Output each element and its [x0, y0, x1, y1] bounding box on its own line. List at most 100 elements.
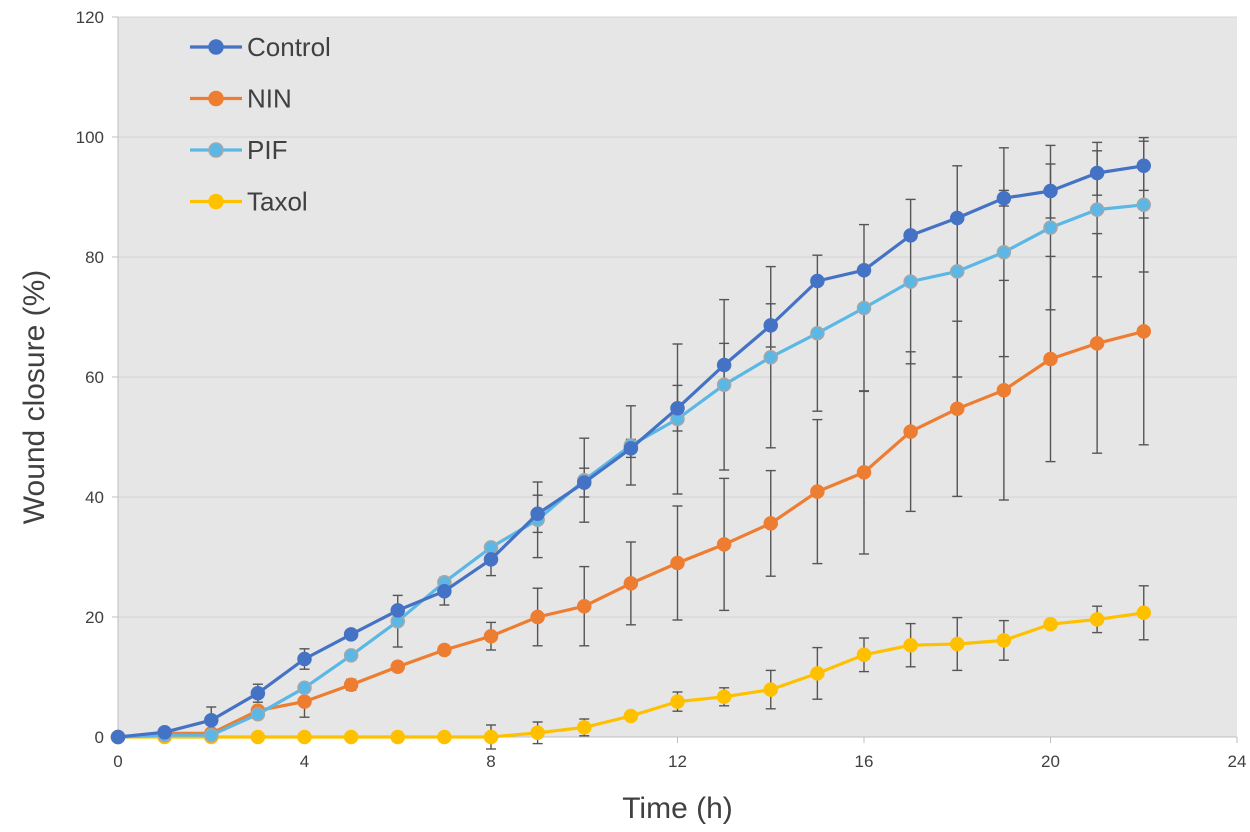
data-point-nin: [623, 576, 639, 591]
data-point-pif: [1136, 197, 1151, 213]
data-point-pif: [716, 377, 732, 393]
data-point-nin: [297, 694, 312, 709]
legend-marker-taxol: [208, 193, 224, 210]
data-point-nin: [810, 484, 825, 499]
y-tick-label: 100: [76, 128, 104, 147]
data-point-control: [390, 603, 405, 618]
data-point-control: [670, 400, 685, 416]
data-point-nin: [483, 628, 499, 644]
legend-marker-nin: [208, 90, 224, 107]
data-point-control: [856, 262, 872, 278]
data-point-pif: [483, 540, 499, 555]
data-point-pif: [297, 680, 312, 696]
y-ticks: 0 20 40 60 80 100 120: [76, 8, 118, 747]
data-point-control: [297, 651, 312, 667]
x-tick-label: 4: [300, 752, 309, 771]
data-point-taxol: [903, 637, 918, 653]
data-point-pif: [950, 264, 965, 279]
data-point-taxol: [250, 729, 266, 745]
x-tick-label: 20: [1041, 752, 1060, 771]
legend-label-control: Control: [247, 32, 331, 62]
x-axis-title: Time (h): [622, 792, 733, 825]
data-point-control: [1089, 165, 1105, 181]
data-point-nin: [996, 382, 1012, 398]
legend-label-pif: PIF: [247, 135, 287, 165]
data-point-control: [437, 583, 452, 599]
data-point-control: [250, 685, 266, 701]
data-point-control: [204, 712, 219, 728]
data-point-control: [530, 506, 545, 522]
data-point-taxol: [950, 636, 965, 652]
data-point-control: [623, 441, 639, 456]
data-point-taxol: [1136, 605, 1151, 621]
data-point-pif: [204, 727, 219, 743]
y-axis-title: Wound closure (%): [18, 270, 51, 525]
x-tick-label: 8: [486, 752, 495, 771]
legend-label-taxol: Taxol: [247, 187, 308, 217]
data-point-control: [716, 357, 732, 373]
data-point-taxol: [670, 694, 685, 709]
data-point-nin: [1043, 351, 1058, 367]
y-tick-label: 40: [85, 488, 104, 507]
legend-marker-control: [208, 39, 224, 55]
data-point-control: [996, 190, 1012, 206]
data-point-pif: [1043, 220, 1058, 235]
x-tick-label: 12: [668, 752, 687, 771]
data-point-taxol: [763, 682, 778, 697]
data-point-nin: [530, 609, 545, 625]
data-point-nin: [1089, 336, 1105, 351]
data-point-nin: [343, 677, 359, 693]
data-point-nin: [1136, 324, 1151, 339]
data-point-pif: [903, 274, 918, 289]
data-point-taxol: [577, 720, 592, 735]
y-tick-label: 60: [85, 368, 104, 387]
data-point-taxol: [810, 666, 825, 681]
data-point-control: [1136, 158, 1151, 174]
data-point-nin: [763, 516, 778, 531]
data-point-taxol: [996, 633, 1012, 648]
data-point-taxol: [623, 708, 639, 724]
y-tick-label: 0: [95, 728, 104, 747]
x-tick-label: 24: [1228, 752, 1247, 771]
data-point-control: [810, 273, 825, 289]
data-point-pif: [763, 349, 778, 365]
series-control: [110, 158, 1151, 745]
data-point-nin: [903, 424, 918, 439]
legend-label-nin: NIN: [247, 84, 292, 114]
data-point-taxol: [343, 729, 359, 745]
x-tick-label: 0: [113, 752, 122, 771]
data-point-nin: [950, 401, 965, 417]
data-point-taxol: [1089, 612, 1105, 627]
data-point-control: [110, 729, 126, 745]
x-tick-label: 16: [855, 752, 874, 771]
legend: Control NIN PIF Taxol: [190, 32, 331, 217]
data-point-nin: [670, 555, 685, 571]
data-point-pif: [856, 300, 872, 316]
y-tick-label: 20: [85, 608, 104, 627]
data-point-taxol: [390, 729, 405, 745]
data-point-control: [577, 475, 592, 490]
y-tick-label: 120: [76, 8, 104, 27]
data-point-taxol: [716, 689, 732, 705]
y-tick-label: 80: [85, 248, 104, 267]
data-point-taxol: [856, 647, 872, 663]
data-point-control: [903, 228, 918, 243]
data-point-taxol: [530, 725, 545, 741]
data-point-control: [343, 627, 359, 642]
data-point-pif: [810, 325, 825, 341]
data-point-nin: [437, 642, 452, 658]
data-point-taxol: [437, 729, 452, 745]
data-point-taxol: [1043, 616, 1058, 632]
x-ticks: 0 4 8 12 16 20 24: [113, 737, 1246, 771]
data-point-taxol: [297, 729, 312, 745]
data-point-nin: [390, 659, 405, 675]
data-point-taxol: [483, 729, 499, 745]
data-point-pif: [343, 648, 359, 663]
data-point-control: [1043, 183, 1058, 199]
data-point-pif: [996, 244, 1012, 260]
data-point-control: [763, 318, 778, 333]
data-point-nin: [716, 537, 732, 552]
data-point-nin: [577, 598, 592, 614]
